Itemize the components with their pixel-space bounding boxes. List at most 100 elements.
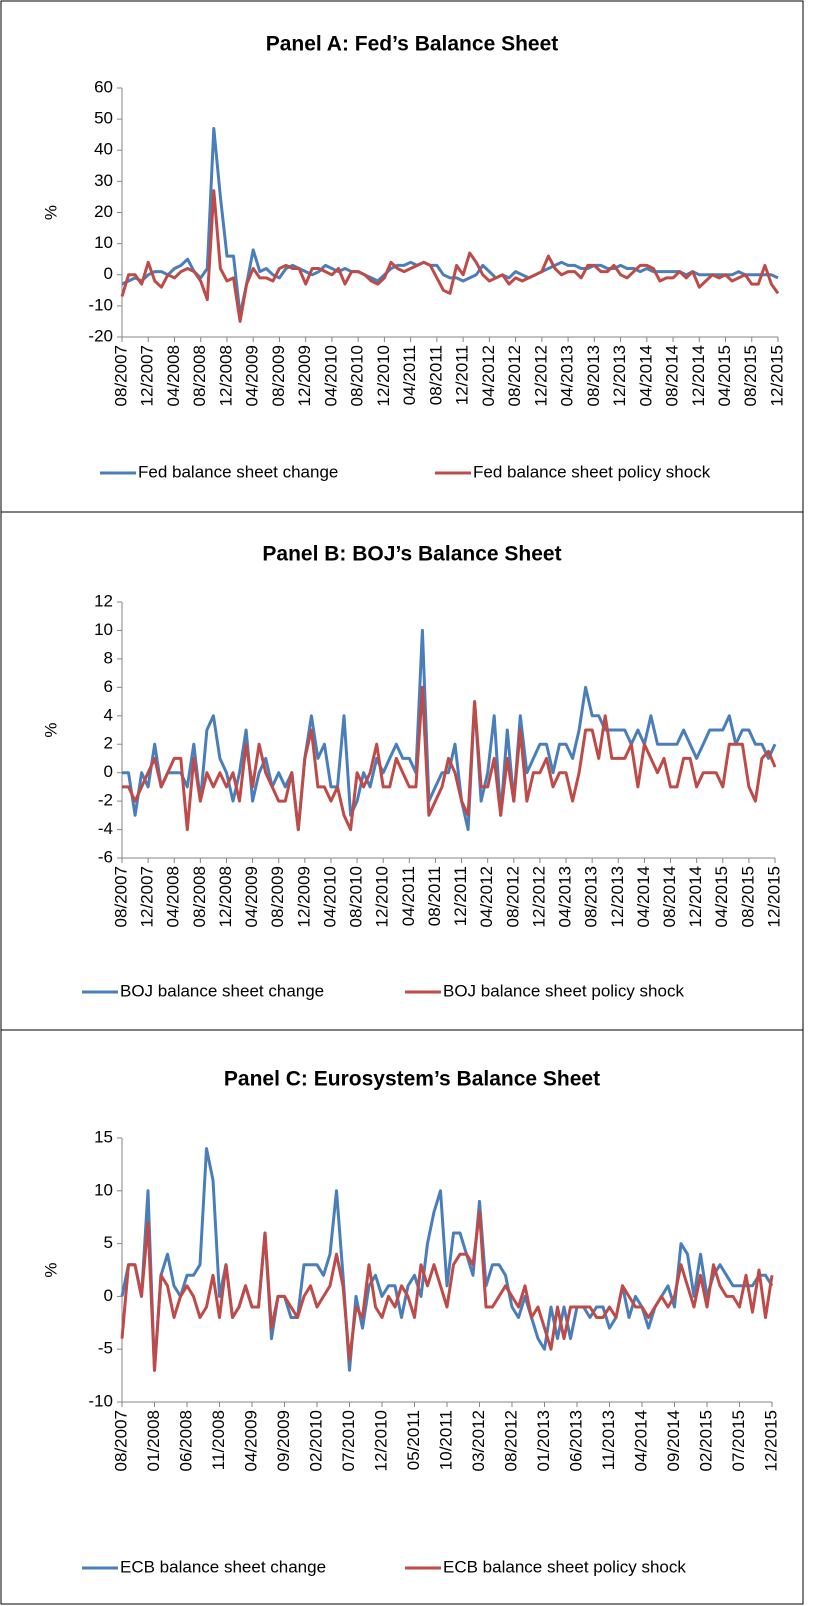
y-tick-label: 10	[94, 233, 113, 252]
x-tick-label: 08/2010	[348, 345, 367, 406]
x-tick-label: 12/2012	[531, 345, 550, 406]
x-tick-label: 07/2010	[339, 1410, 358, 1471]
x-tick-label: 12/2008	[216, 345, 235, 406]
x-tick-label: 01/2008	[144, 1410, 163, 1471]
y-tick-label: 20	[94, 202, 113, 221]
chart-title: Panel B: BOJ’s Balance Sheet	[262, 543, 561, 566]
x-tick-label: 11/2013	[599, 1410, 618, 1470]
x-tick-label: 09/2014	[664, 1410, 683, 1471]
y-tick-label: -20	[88, 326, 113, 345]
figure-border	[0, 0, 804, 1605]
x-tick-label: 04/2011	[400, 345, 419, 405]
x-tick-label: 04/2015	[715, 345, 734, 406]
y-tick-label: -6	[98, 847, 113, 866]
legend-label: ECB balance sheet policy shock	[443, 1557, 686, 1576]
x-tick-label: 04/2012	[479, 345, 498, 406]
x-tick-label: 02/2010	[306, 1410, 325, 1471]
y-tick-label: 15	[94, 1127, 113, 1146]
x-tick-label: 12/2012	[529, 866, 548, 927]
y-tick-label: 10	[94, 620, 113, 639]
y-axis-label: %	[41, 205, 60, 220]
x-tick-label: 10/2011	[436, 1410, 455, 1470]
x-tick-label: 12/2013	[608, 866, 627, 927]
x-tick-label: 12/2010	[373, 866, 392, 927]
series-line	[120, 1210, 774, 1372]
y-tick-label: 0	[104, 264, 113, 283]
x-tick-label: 08/2007	[111, 1410, 130, 1471]
x-tick-label: 04/2011	[399, 866, 418, 926]
x-tick-label: 12/2008	[216, 866, 235, 927]
y-tick-label: -5	[98, 1339, 113, 1358]
series-line	[122, 628, 777, 832]
x-tick-label: 08/2015	[741, 345, 760, 406]
x-tick-label: 12/2007	[138, 866, 157, 927]
x-tick-label: 08/2011	[426, 345, 445, 405]
legend-label: Fed balance sheet policy shock	[473, 462, 711, 481]
x-tick-label: 09/2009	[274, 1410, 293, 1471]
x-tick-label: 08/2010	[347, 866, 366, 927]
x-tick-label: 08/2014	[663, 345, 682, 406]
x-tick-label: 08/2012	[501, 1410, 520, 1471]
x-tick-label: 05/2011	[404, 1410, 423, 1470]
y-tick-label: 4	[104, 705, 113, 724]
x-tick-label: 08/2013	[584, 345, 603, 406]
y-tick-label: -2	[98, 791, 113, 810]
x-tick-label: 04/2009	[242, 866, 261, 927]
x-tick-label: 08/2009	[268, 866, 287, 927]
x-tick-label: 08/2011	[425, 866, 444, 926]
x-tick-label: 04/2010	[320, 866, 339, 927]
y-tick-label: -10	[88, 1391, 113, 1410]
x-tick-label: 04/2008	[164, 345, 183, 406]
chart-title: Panel A: Fed’s Balance Sheet	[266, 33, 559, 56]
y-axis-label: %	[41, 722, 60, 737]
series-line	[121, 127, 779, 317]
x-tick-label: 04/2009	[241, 1410, 260, 1471]
y-tick-label: 60	[94, 77, 113, 96]
y-tick-label: 5	[104, 1233, 113, 1252]
y-tick-label: 2	[104, 734, 113, 753]
x-tick-label: 04/2010	[321, 345, 340, 406]
x-tick-label: 07/2015	[729, 1410, 748, 1471]
series-line	[122, 685, 777, 832]
x-tick-label: 04/2009	[243, 345, 262, 406]
y-tick-label: 40	[94, 140, 113, 159]
x-tick-label: 08/2007	[111, 866, 130, 927]
x-tick-label: 12/2015	[761, 1410, 780, 1471]
x-tick-label: 12/2014	[686, 866, 705, 927]
x-tick-label: 04/2014	[636, 345, 655, 406]
x-tick-label: 04/2013	[556, 866, 575, 927]
x-tick-label: 12/2011	[453, 345, 472, 405]
x-tick-label: 08/2008	[190, 866, 209, 927]
x-tick-label: 08/2013	[582, 866, 601, 927]
y-tick-label: -4	[98, 819, 113, 838]
y-tick-label: 50	[94, 109, 113, 128]
x-tick-label: 08/2007	[111, 345, 130, 406]
x-tick-label: 12/2010	[371, 1410, 390, 1471]
x-tick-label: 04/2014	[631, 1410, 650, 1471]
legend-label: Fed balance sheet change	[138, 462, 338, 481]
x-tick-label: 12/2007	[138, 345, 157, 406]
y-tick-label: -10	[88, 295, 113, 314]
x-tick-label: 06/2008	[176, 1410, 195, 1471]
y-tick-label: 0	[104, 762, 113, 781]
x-tick-label: 08/2012	[505, 345, 524, 406]
x-tick-label: 12/2013	[610, 345, 629, 406]
y-tick-label: 0	[104, 1286, 113, 1305]
legend-label: BOJ balance sheet change	[120, 981, 324, 1000]
y-tick-label: 30	[94, 171, 113, 190]
x-tick-label: 06/2013	[566, 1410, 585, 1471]
x-tick-label: 01/2013	[534, 1410, 553, 1471]
x-tick-label: 12/2014	[689, 345, 708, 406]
x-tick-label: 11/2008	[209, 1410, 228, 1470]
x-tick-label: 08/2009	[269, 345, 288, 406]
y-axis-label: %	[41, 1262, 60, 1277]
legend-label: ECB balance sheet change	[120, 1557, 326, 1576]
y-tick-label: 10	[94, 1180, 113, 1199]
x-tick-label: 12/2009	[295, 345, 314, 406]
x-tick-label: 08/2015	[738, 866, 757, 927]
x-tick-label: 04/2013	[558, 345, 577, 406]
x-tick-label: 04/2012	[477, 866, 496, 927]
y-tick-label: 8	[104, 648, 113, 667]
x-tick-label: 08/2014	[660, 866, 679, 927]
